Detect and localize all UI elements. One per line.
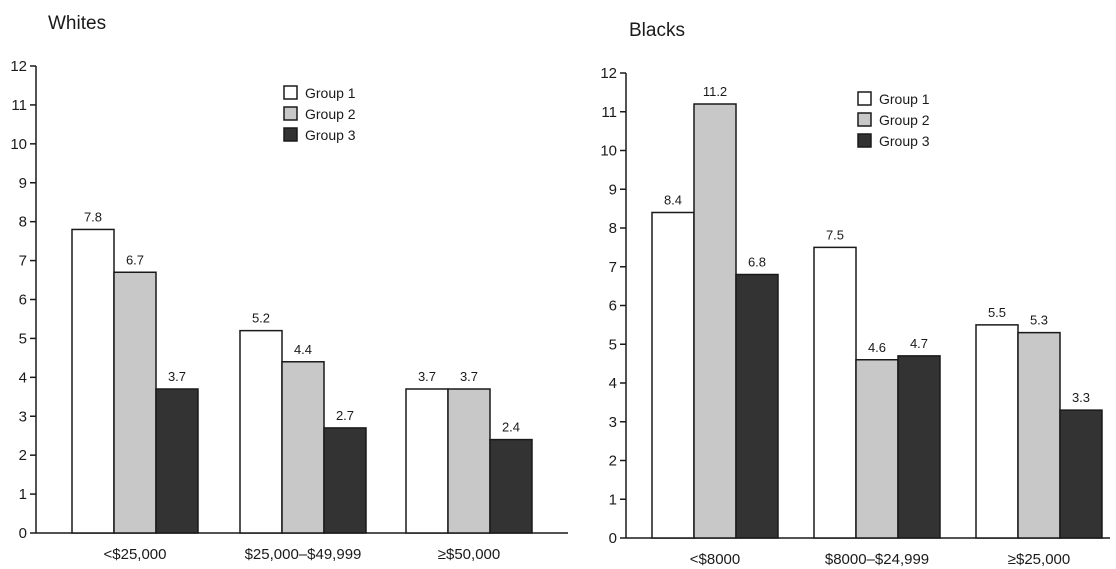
legend-swatch: [857, 91, 872, 106]
data-label: 4.6: [868, 340, 886, 355]
bar-group-3: [489, 438, 533, 534]
chart-title: Blacks: [629, 20, 685, 41]
data-label: 2.4: [502, 420, 520, 435]
data-label: 3.7: [168, 369, 186, 384]
chart-title: Whites: [48, 13, 106, 34]
bar-group-3: [1059, 409, 1103, 539]
bar-group-1: [651, 211, 695, 539]
chart-whites: Whites01234567891011127.86.73.7<$25,0005…: [10, 13, 568, 563]
bar-group-2: [1017, 331, 1061, 539]
data-label: 6.8: [748, 255, 766, 270]
bar-group-3: [735, 273, 779, 539]
bar-group-3: [155, 388, 199, 534]
chart-blacks: Blacks01234567891011128.411.26.8<$80007.…: [600, 20, 1110, 568]
data-label: 7.8: [84, 209, 102, 224]
y-tick-label: 0: [609, 530, 617, 547]
legend-swatch: [857, 133, 872, 148]
y-tick-label: 3: [19, 408, 27, 425]
x-category-label: $25,000–$49,999: [245, 546, 362, 563]
data-label: 5.3: [1030, 313, 1048, 328]
legend-swatch: [283, 127, 298, 142]
legend-label: Group 3: [305, 127, 356, 143]
bar-group-3: [897, 355, 941, 539]
data-label: 5.5: [988, 305, 1006, 320]
y-tick-label: 10: [10, 136, 27, 153]
y-tick-label: 4: [609, 375, 617, 392]
data-label: 7.5: [826, 227, 844, 242]
legend-label: Group 1: [305, 85, 356, 101]
legend-swatch: [283, 85, 298, 100]
data-label: 3.3: [1072, 390, 1090, 405]
y-tick-label: 11: [601, 104, 617, 121]
data-label: 2.7: [336, 408, 354, 423]
x-category-label: $8000–$24,999: [825, 551, 929, 568]
y-tick-label: 7: [609, 259, 617, 276]
y-tick-label: 6: [19, 292, 27, 309]
x-category-label: <$8000: [690, 551, 740, 568]
y-tick-label: 8: [19, 214, 27, 231]
y-tick-label: 9: [609, 181, 617, 198]
y-tick-label: 12: [10, 58, 27, 75]
bar-group-2: [447, 388, 491, 534]
bar-group-1: [975, 324, 1019, 539]
y-tick-label: 9: [19, 175, 27, 192]
legend-swatch: [283, 106, 298, 121]
legend-label: Group 3: [879, 133, 930, 149]
bar-group-2: [855, 359, 899, 539]
data-label: 5.2: [252, 311, 270, 326]
y-tick-label: 11: [11, 97, 27, 114]
data-label: 6.7: [126, 252, 144, 267]
legend-label: Group 2: [879, 112, 930, 128]
legend-swatch: [857, 112, 872, 127]
y-tick-label: 12: [600, 65, 617, 82]
y-tick-label: 1: [19, 486, 27, 503]
y-tick-label: 10: [600, 143, 617, 160]
y-tick-label: 7: [19, 253, 27, 270]
data-label: 3.7: [460, 369, 478, 384]
y-tick-label: 2: [19, 447, 27, 464]
x-category-label: <$25,000: [104, 546, 167, 563]
data-label: 4.7: [910, 336, 928, 351]
bar-group-1: [71, 228, 115, 534]
data-label: 8.4: [664, 193, 682, 208]
y-tick-label: 1: [609, 491, 617, 508]
y-tick-label: 2: [609, 453, 617, 470]
y-tick-label: 5: [609, 336, 617, 353]
data-label: 3.7: [418, 369, 436, 384]
y-tick-label: 8: [609, 220, 617, 237]
bar-group-1: [239, 329, 283, 534]
y-tick-label: 4: [19, 369, 27, 386]
legend-label: Group 1: [879, 91, 930, 107]
data-label: 11.2: [703, 84, 727, 99]
y-tick-label: 3: [609, 414, 617, 431]
x-category-label: ≥$50,000: [438, 546, 500, 563]
bar-group-2: [693, 103, 737, 539]
y-tick-label: 6: [609, 298, 617, 315]
legend-label: Group 2: [305, 106, 356, 122]
bar-group-2: [281, 361, 325, 534]
bar-group-1: [813, 246, 857, 539]
x-category-label: ≥$25,000: [1008, 551, 1070, 568]
bar-group-2: [113, 271, 157, 534]
bar-group-3: [323, 427, 367, 534]
legend: Group 1 Group 2 Group 3: [857, 91, 930, 149]
bar-group-1: [405, 388, 449, 534]
y-tick-label: 5: [19, 330, 27, 347]
data-label: 4.4: [294, 342, 312, 357]
y-tick-label: 0: [19, 525, 27, 542]
legend: Group 1 Group 2 Group 3: [283, 85, 356, 143]
